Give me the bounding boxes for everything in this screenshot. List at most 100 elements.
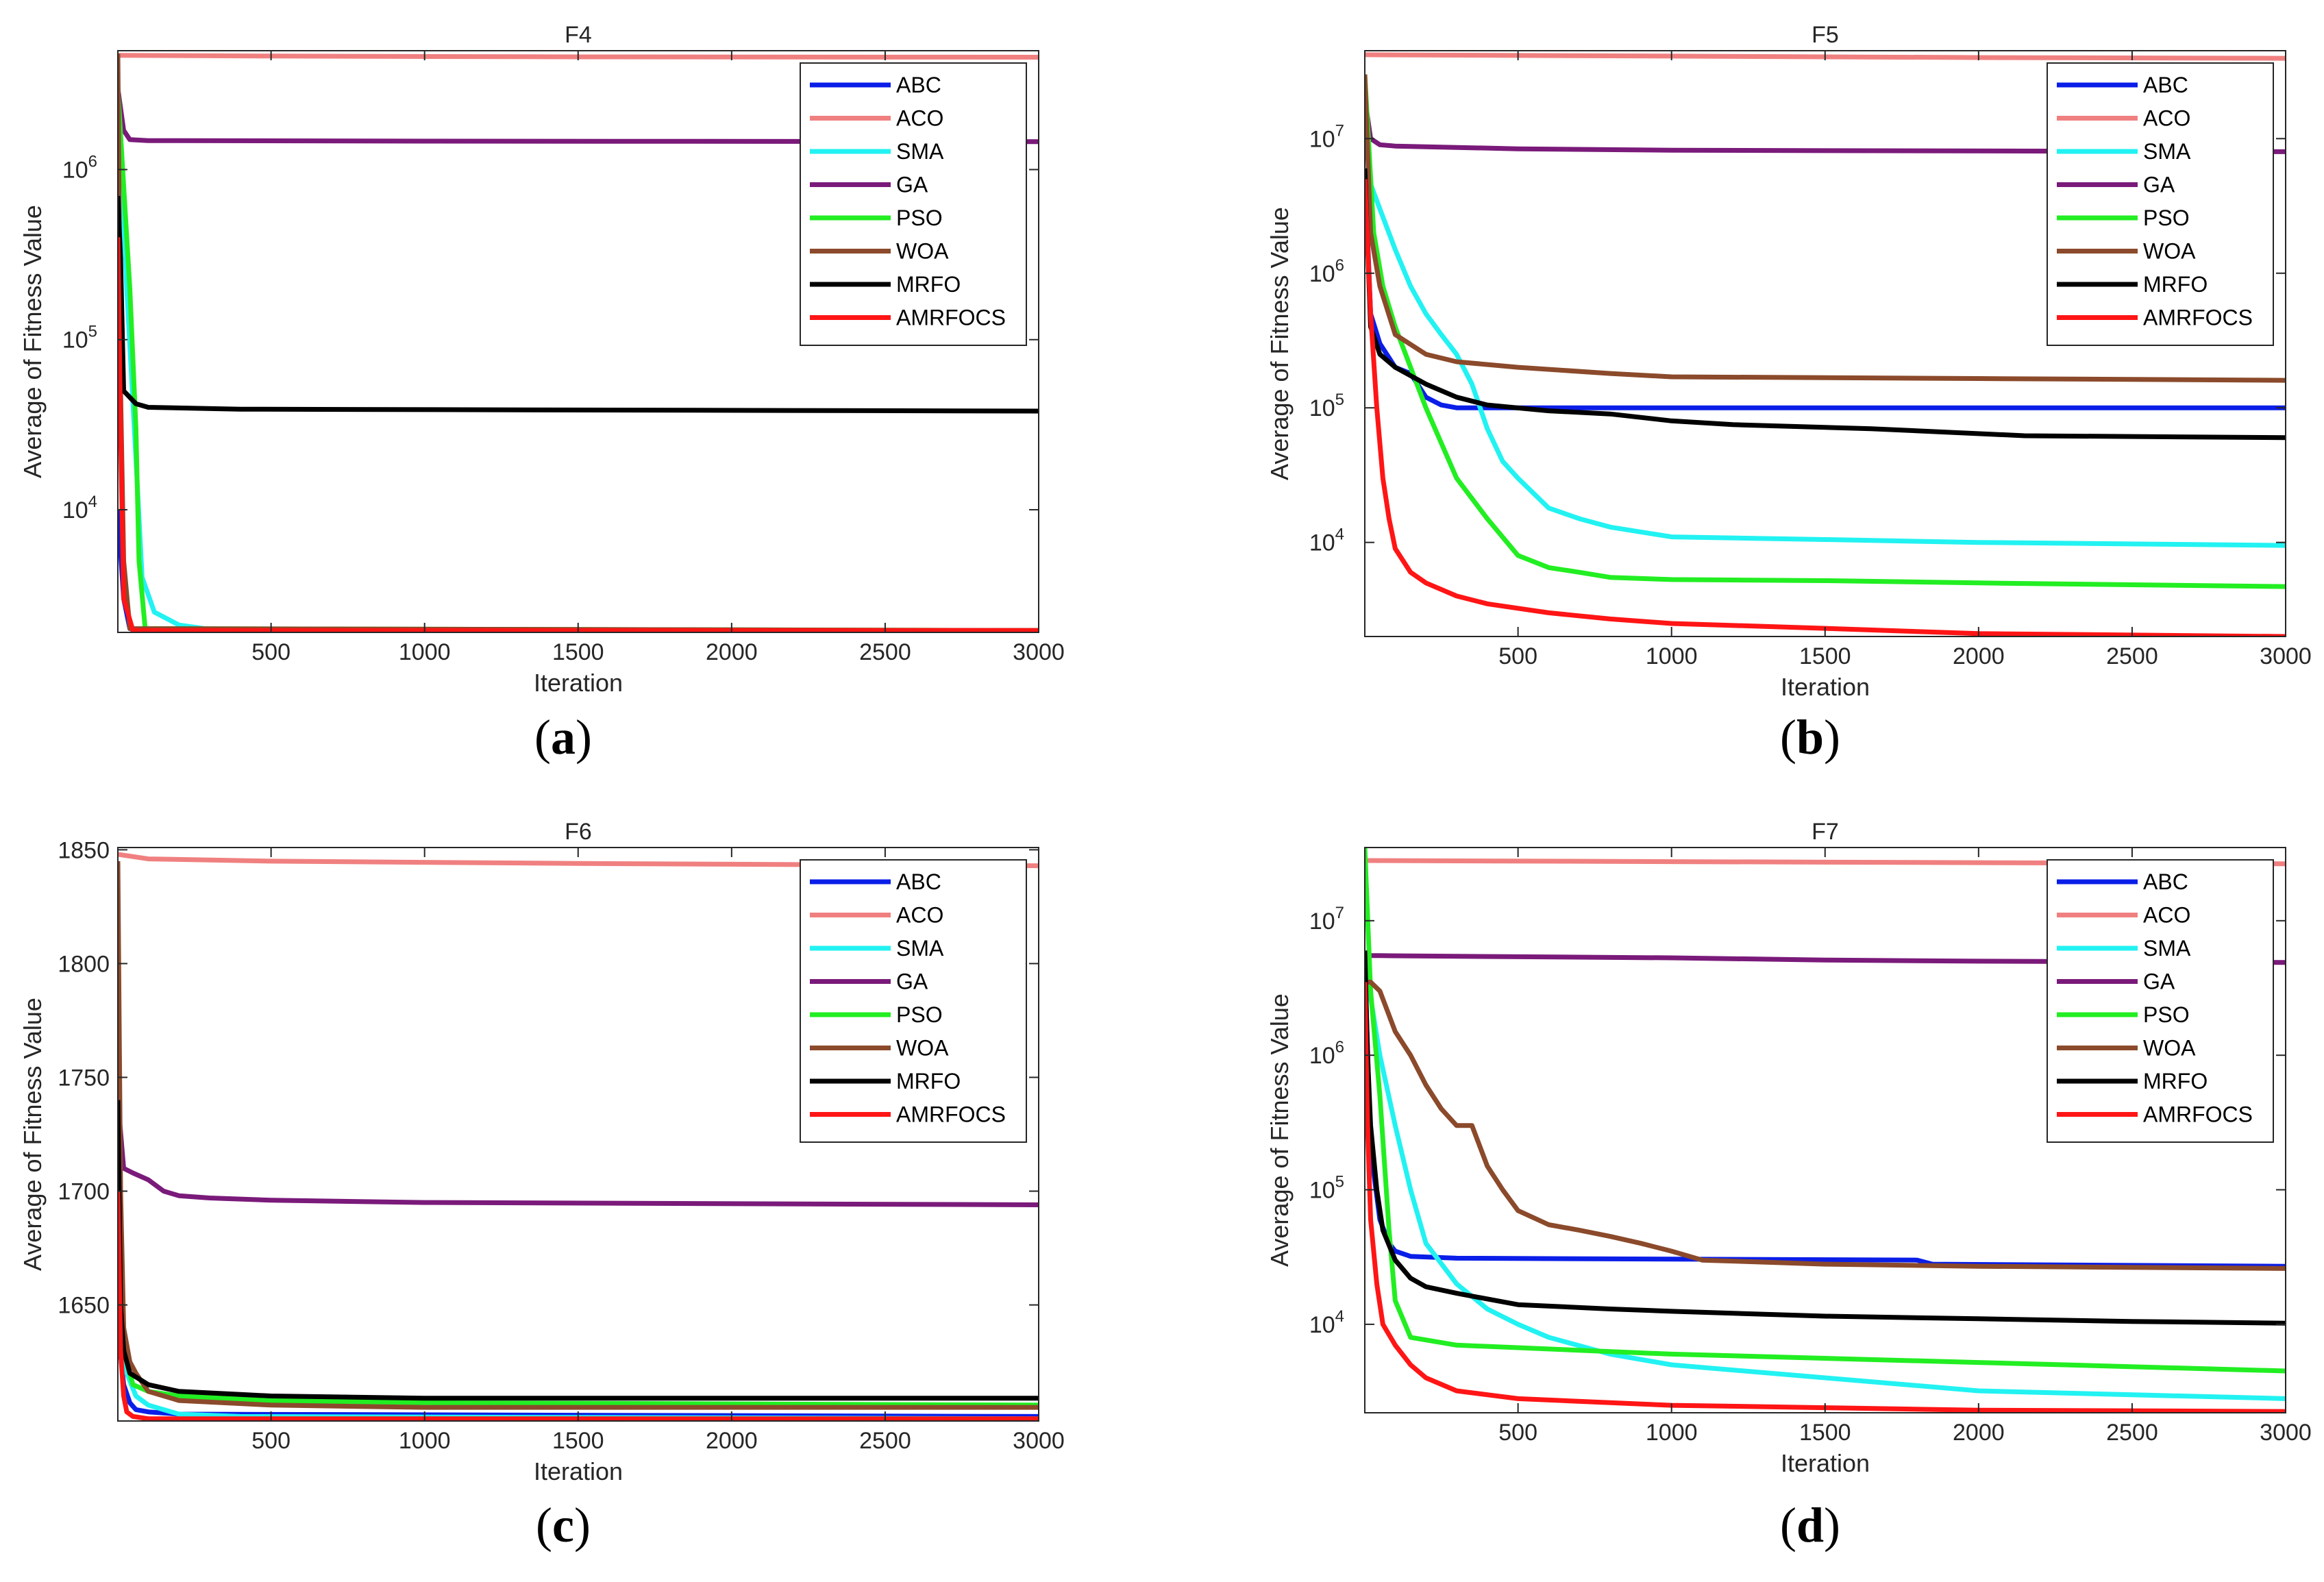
series-line-amrfocs <box>1365 982 2286 1413</box>
legend-label-woa: WOA <box>2143 239 2196 264</box>
legend-label-aco: ACO <box>896 106 943 131</box>
y-tick-label: 107 <box>1309 904 1344 935</box>
x-tick-label: 3000 <box>1013 639 1065 665</box>
y-tick-label: 1850 <box>58 837 110 863</box>
y-axis-label: Average of Fitness Value <box>1265 993 1294 1267</box>
chart-panel-1: 500 1000 1500 2000 2500 3000 104 105 106 F4 Iterat… <box>18 22 1065 765</box>
legend-box <box>2047 859 2274 1143</box>
series-line-woa <box>1365 74 2286 383</box>
x-tick-label: 500 <box>251 1428 290 1454</box>
series-line-aco <box>118 852 1039 869</box>
x-tick-label: 500 <box>1498 643 1537 669</box>
x-tick-label: 500 <box>251 639 290 665</box>
series-line-sma <box>1365 167 2286 548</box>
series-line-amrfocs <box>118 237 1039 632</box>
x-tick-label: 1500 <box>1799 643 1851 669</box>
series-group <box>118 852 1039 1421</box>
legend: ABC ACO SMA GA PSO WOA MRFO AMRFOCS <box>800 859 1027 1143</box>
legend-label-amrfocs: AMRFOCS <box>896 1102 1006 1127</box>
x-tick-label: 1000 <box>399 1428 451 1454</box>
x-tick-label: 2000 <box>1953 643 2005 669</box>
y-tick-label: 106 <box>1309 256 1344 287</box>
legend-label-woa: WOA <box>896 239 949 264</box>
series-line-abc <box>118 509 1039 632</box>
chart-panel-3: 500 1000 1500 2000 2500 3000 1650 1700 1750 1800 1… <box>18 819 1065 1553</box>
legend-label-aco: ACO <box>2143 106 2190 131</box>
series-line-ga <box>118 1100 1039 1207</box>
legend-label-aco: ACO <box>2143 903 2190 928</box>
series-line-mrfo <box>1365 168 2286 441</box>
y-tick-label: 107 <box>1309 121 1344 152</box>
panel-caption: (c) <box>536 1498 591 1553</box>
panel-caption: (b) <box>1780 710 1840 765</box>
y-tick-label: 106 <box>1309 1038 1344 1069</box>
series-line-pso <box>1365 848 2286 1374</box>
y-tick-label: 105 <box>62 323 97 354</box>
legend-label-ga: GA <box>896 173 928 197</box>
legend: ABC ACO SMA GA PSO WOA MRFO AMRFOCS <box>800 62 1027 346</box>
chart-title: F6 <box>565 819 592 845</box>
panel-caption: (a) <box>534 710 592 765</box>
x-tick-label: 500 <box>1498 1420 1537 1446</box>
y-tick-label: 1700 <box>58 1179 110 1205</box>
y-tick-label: 1750 <box>58 1065 110 1091</box>
series-line-ga <box>1365 953 2286 965</box>
y-axis-label: Average of Fitness Value <box>18 205 47 478</box>
y-tick-label: 104 <box>62 493 97 523</box>
x-tick-label: 2000 <box>1953 1420 2005 1446</box>
legend: ABC ACO SMA GA PSO WOA MRFO AMRFOCS <box>2047 859 2274 1143</box>
legend-label-pso: PSO <box>896 206 943 230</box>
legend-label-ga: GA <box>2143 173 2175 197</box>
legend-label-woa: WOA <box>896 1036 949 1061</box>
legend-box <box>800 62 1027 346</box>
x-tick-label: 2500 <box>859 639 911 665</box>
legend-box <box>2047 62 2274 346</box>
series-line-amrfocs <box>118 1191 1039 1421</box>
legend-label-abc: ABC <box>896 73 941 97</box>
legend-label-pso: PSO <box>896 1002 943 1027</box>
x-tick-label: 3000 <box>2260 1420 2312 1446</box>
x-tick-label: 3000 <box>2260 643 2312 669</box>
legend-label-abc: ABC <box>2143 73 2188 97</box>
chart-title: F5 <box>1812 22 1839 48</box>
series-line-ga <box>118 88 1039 145</box>
y-axis-label: Average of Fitness Value <box>18 998 47 1271</box>
series-line-mrfo <box>1365 950 2286 1326</box>
series-line-mrfo <box>118 1100 1039 1401</box>
legend-label-sma: SMA <box>896 936 944 961</box>
legend-label-sma: SMA <box>2143 936 2191 961</box>
x-tick-label: 2500 <box>859 1428 911 1454</box>
x-axis-label: Iteration <box>1781 673 1870 701</box>
y-tick-label: 105 <box>1309 1173 1344 1204</box>
legend-label-aco: ACO <box>896 903 943 928</box>
legend: ABC ACO SMA GA PSO WOA MRFO AMRFOCS <box>2047 62 2274 346</box>
legend-label-abc: ABC <box>896 869 941 894</box>
y-tick-label: 1800 <box>58 951 110 977</box>
chart-panel-2: 500 1000 1500 2000 2500 3000 104 105 106 107 F5 Ite… <box>1265 22 2312 765</box>
chart-title: F7 <box>1812 819 1839 845</box>
legend-label-mrfo: MRFO <box>2143 1069 2208 1093</box>
x-axis-label: Iteration <box>1781 1449 1870 1477</box>
y-tick-label: 1650 <box>58 1293 110 1319</box>
legend-label-woa: WOA <box>2143 1036 2196 1061</box>
series-line-mrfo <box>118 195 1039 414</box>
x-tick-label: 1500 <box>552 639 604 665</box>
series-line-pso <box>1365 74 2286 589</box>
series-group <box>118 53 1039 632</box>
legend-label-sma: SMA <box>896 139 944 164</box>
x-tick-label: 1500 <box>552 1428 604 1454</box>
legend-label-pso: PSO <box>2143 206 2190 230</box>
y-axis-label: Average of Fitness Value <box>1265 207 1294 480</box>
series-line-woa <box>1365 979 2286 1271</box>
x-tick-label: 2500 <box>2106 643 2158 669</box>
y-tick-label: 106 <box>62 153 97 184</box>
x-tick-label: 2000 <box>706 1428 758 1454</box>
legend-label-ga: GA <box>896 969 928 994</box>
x-axis-label: Iteration <box>534 1457 623 1485</box>
x-tick-label: 1000 <box>399 639 451 665</box>
legend-label-amrfocs: AMRFOCS <box>2143 306 2253 330</box>
y-tick-label: 104 <box>1309 1307 1344 1338</box>
series-line-pso <box>118 1191 1039 1408</box>
